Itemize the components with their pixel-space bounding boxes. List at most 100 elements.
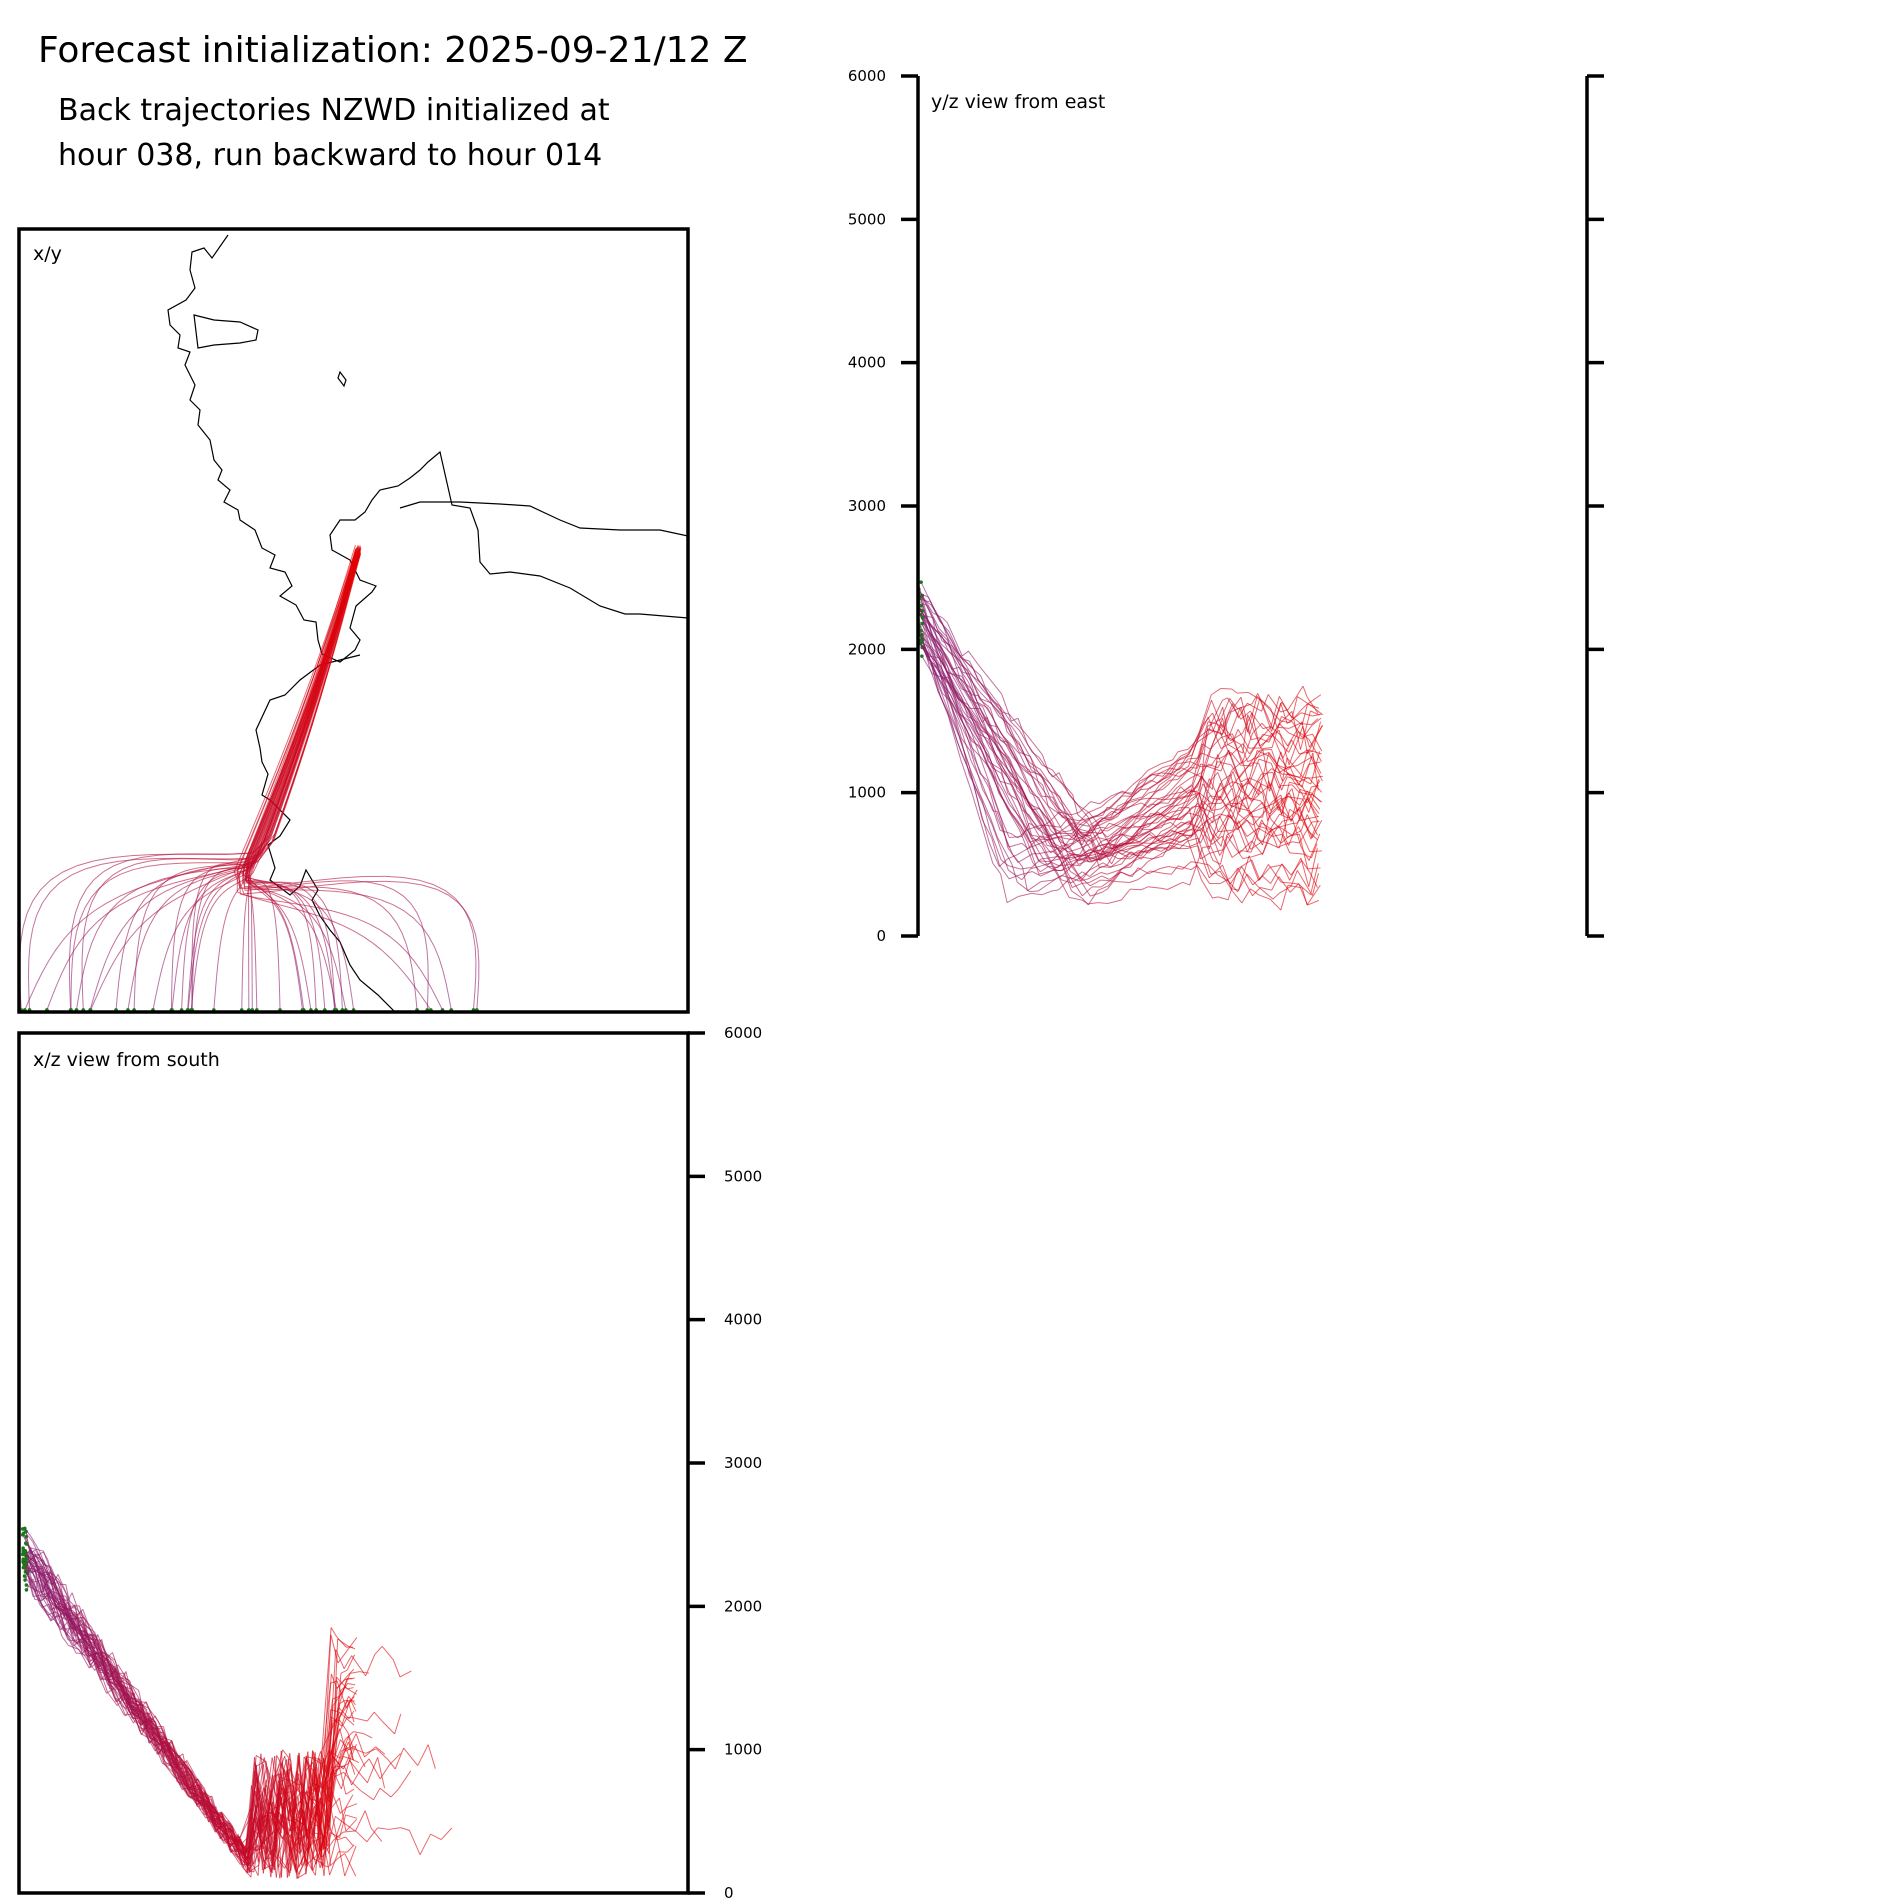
xy-trajectory-segment: [325, 913, 332, 923]
yz-trajectory-segment: [1117, 848, 1133, 854]
xz-trajectory-segment: [345, 1803, 358, 1809]
yz-trajectory-segment: [1002, 739, 1013, 757]
xy-trajectory-segment: [144, 925, 151, 936]
xy-trajectory-segment: [206, 865, 218, 868]
yz-trajectory-segment: [977, 701, 988, 709]
yz-trajectory-segment: [1220, 750, 1229, 772]
yz-trajectory-segment: [1071, 882, 1083, 888]
yz-trajectory-segment: [1148, 767, 1163, 777]
xy-trajectory-segment: [154, 907, 162, 917]
xz-trajectory-segment: [314, 1751, 322, 1770]
yz-trajectory-segment: [986, 688, 998, 702]
yz-trajectory-segment: [1009, 835, 1023, 838]
xz-trajectory-segment: [351, 1655, 367, 1677]
xy-trajectory-segment: [278, 767, 291, 799]
yz-trajectory-segment: [1081, 869, 1091, 878]
yz-trajectory-segment: [1261, 746, 1273, 750]
yz-panel-label: y/z view from east: [931, 91, 1105, 113]
xy-trajectory-segment: [32, 889, 42, 902]
xy-trajectory-segment: [225, 879, 232, 884]
yz-trajectory-segment: [1301, 721, 1308, 755]
yz-trajectory-segment: [1021, 868, 1032, 881]
yz-trajectory-segment: [1190, 761, 1202, 768]
xy-trajectory-segment: [49, 882, 61, 893]
yz-trajectory-segment: [1009, 758, 1021, 784]
xy-trajectory-segment: [266, 793, 280, 825]
yz-trajectory-segment: [1031, 751, 1040, 758]
yz-trajectory-segment: [1310, 820, 1319, 840]
xy-trajectory-segment: [389, 936, 399, 945]
yz-trajectory-segment: [1086, 856, 1099, 861]
yz-trajectory-segment: [1246, 827, 1259, 837]
xy-trajectory-segment: [402, 895, 412, 904]
xy-trajectory-segment: [120, 953, 124, 967]
yz-trajectory-segment: [1278, 876, 1291, 893]
yz-trajectory-segment: [1272, 892, 1280, 900]
xz-trajectory-segment: [305, 1755, 315, 1760]
yz-trajectory-segment: [1029, 844, 1038, 849]
yz-trajectory-segment: [1107, 827, 1120, 838]
yz-trajectory-segment: [1032, 807, 1040, 811]
yz-trajectory-segment: [1087, 872, 1102, 880]
yz-trajectory-segment: [1131, 826, 1142, 828]
xz-trajectory-segment: [39, 1562, 50, 1576]
xy-trajectory-segment: [259, 792, 273, 824]
xy-trajectory-segment: [172, 935, 176, 950]
xz-trajectory-segment: [257, 1787, 266, 1815]
yz-trajectory-segment: [1026, 804, 1042, 820]
yz-trajectory-segment: [1117, 847, 1132, 853]
yz-trajectory-segment: [1191, 743, 1203, 785]
xy-trajectory-segment: [283, 783, 294, 813]
yz-trajectory-segment: [1188, 793, 1200, 801]
xy-trajectory-segment: [293, 747, 305, 777]
yz-trajectory-segment: [1280, 784, 1293, 787]
altitude-tick-label: 4000: [848, 354, 886, 372]
xy-trajectory-segment: [199, 871, 206, 876]
yz-trajectory-segment: [949, 685, 961, 701]
yz-trajectory-segment: [1190, 767, 1198, 769]
yz-trajectory-segment: [1207, 716, 1222, 749]
yz-trajectory-segment: [1196, 865, 1211, 884]
yz-trajectory-segment: [1038, 860, 1049, 863]
yz-trajectory-segment: [1219, 870, 1233, 892]
yz-trajectory-segment: [1040, 835, 1048, 839]
xz-trajectory-segment: [89, 1633, 100, 1648]
yz-trajectory-segment: [970, 790, 978, 811]
yz-trajectory-segment: [1131, 811, 1141, 821]
yz-trajectory-segment: [1200, 879, 1214, 899]
xz-trajectory-segment: [373, 1788, 381, 1801]
yz-trajectory-segment: [962, 658, 970, 662]
yz-trajectory-segment: [1098, 819, 1112, 826]
yz-trajectory-segment: [1199, 795, 1211, 811]
yz-trajectory-segment: [1301, 712, 1313, 717]
yz-trajectory-segment: [1051, 865, 1060, 872]
yz-trajectory-segment: [1226, 697, 1242, 720]
xy-trajectory-segment: [270, 895, 273, 903]
yz-trajectory-segment: [987, 719, 1002, 748]
yz-trajectory-segment: [1001, 740, 1008, 743]
xy-trajectory-segment: [320, 969, 324, 984]
yz-trajectory-segment: [1251, 762, 1259, 764]
xy-trajectory-segment: [197, 903, 201, 914]
xy-trajectory-segment: [284, 752, 297, 783]
yz-trajectory-segment: [1120, 871, 1133, 878]
xy-trajectory-segment: [138, 857, 160, 860]
yz-trajectory-segment: [961, 720, 972, 738]
xy-trajectory-segment: [331, 987, 335, 999]
xy-trajectory-segment: [171, 996, 174, 1010]
xy-trajectory-segment: [237, 876, 245, 895]
yz-trajectory-segment: [1129, 796, 1143, 802]
xy-trajectory-segment: [300, 987, 303, 999]
yz-trajectory-segment: [1200, 820, 1208, 831]
figure-title: Forecast initialization: 2025-09-21/12 Z: [38, 30, 748, 71]
yz-trajectory-segment: [1072, 794, 1079, 815]
yz-trajectory-segment: [1051, 865, 1060, 879]
yz-trajectory-segment: [1210, 700, 1223, 725]
yz-trajectory-segment: [1137, 870, 1151, 881]
yz-trajectory-segment: [928, 637, 939, 666]
yz-trajectory-segment: [927, 659, 939, 668]
yz-trajectory-segment: [1150, 870, 1163, 874]
yz-trajectory-segment: [1227, 743, 1243, 754]
yz-trajectory-segment: [991, 700, 1002, 713]
yz-trajectory-segment: [1151, 773, 1160, 782]
